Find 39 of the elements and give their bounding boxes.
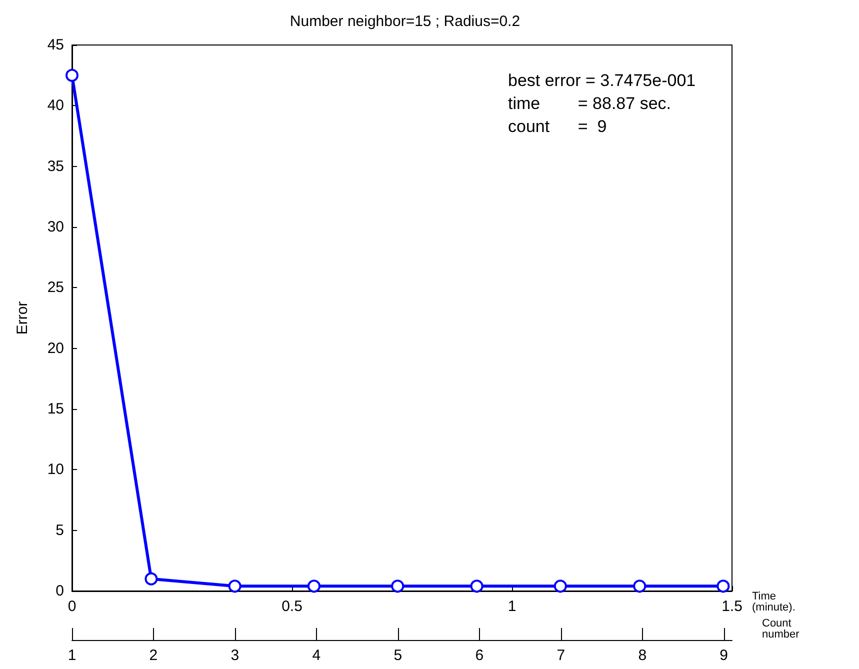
x2-tick-label: 5 xyxy=(394,647,402,664)
point xyxy=(66,68,78,82)
point xyxy=(144,572,158,586)
x2-tick-label: 8 xyxy=(638,647,647,664)
y-tick-label: 10 xyxy=(47,461,64,478)
x2-axis-title: Count number xyxy=(762,618,800,640)
point xyxy=(554,580,567,593)
y-tick-label: 35 xyxy=(47,158,64,175)
point xyxy=(470,580,484,593)
y-axis-title: Error xyxy=(14,301,31,335)
x2-tick-label: 1 xyxy=(68,647,76,664)
x2-tick-label: 6 xyxy=(475,647,484,664)
y-tick-label: 20 xyxy=(47,340,64,357)
x-tick-label: 0.5 xyxy=(282,598,302,615)
x2-tick-label: 7 xyxy=(556,647,566,664)
y-tick-label: 15 xyxy=(47,400,64,418)
point xyxy=(308,580,320,593)
x2-tick-label: 4 xyxy=(312,647,321,664)
annotation: best error = 3.7475e-001 xyxy=(508,71,696,90)
x2-tick-label: 3 xyxy=(230,647,240,664)
y-tick-label: 0 xyxy=(56,582,64,600)
point xyxy=(391,580,404,593)
point xyxy=(716,580,730,593)
x-tick-label: 1 xyxy=(508,598,516,615)
chart-title: Number neighbor=15 ; Radius=0.2 xyxy=(290,13,520,30)
point xyxy=(633,580,646,593)
x-axis-title: Time (minute). xyxy=(752,590,796,614)
y-tick-label: 45 xyxy=(47,36,64,54)
y-tick-label: 40 xyxy=(47,97,64,114)
x2-tick-label: 9 xyxy=(720,647,728,664)
x-tick-label: 0 xyxy=(68,598,76,615)
x-tick-label: 1.5 xyxy=(722,598,742,615)
annotation: count = 9 xyxy=(508,117,607,136)
y-tick-label: 5 xyxy=(56,522,64,539)
x2-tick-label: 2 xyxy=(149,647,158,664)
point xyxy=(228,580,242,593)
y-tick-label: 25 xyxy=(47,279,64,296)
y-tick-label: 30 xyxy=(47,218,64,236)
annotation: time = 88.87 sec. xyxy=(508,94,671,113)
